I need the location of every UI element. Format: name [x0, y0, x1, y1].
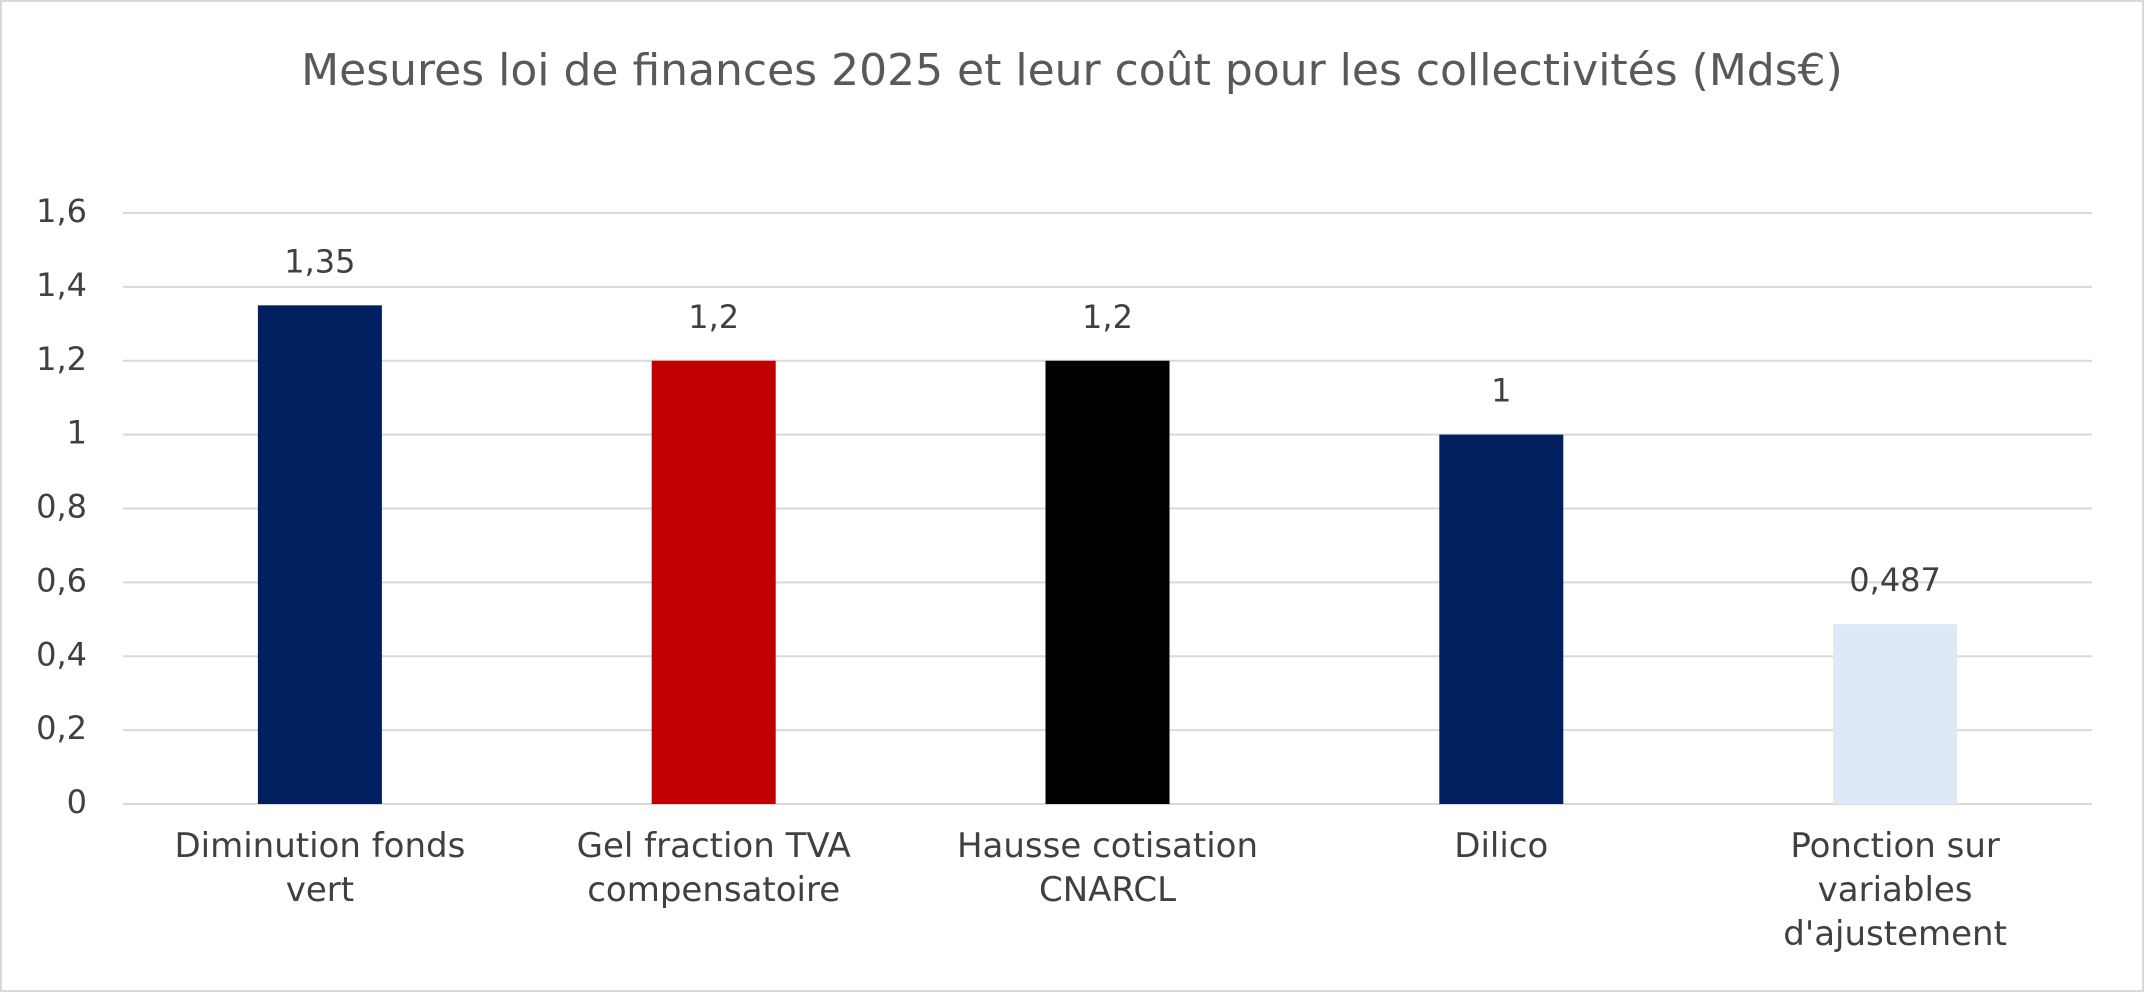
- bar: [1833, 624, 1958, 804]
- y-tick-label: 0,2: [36, 709, 87, 747]
- bar: [1439, 434, 1564, 804]
- data-label: 0,487: [1849, 561, 1941, 599]
- y-tick-label: 0,6: [36, 561, 87, 599]
- y-tick-label: 0,4: [36, 635, 87, 673]
- data-label: 1: [1491, 372, 1511, 410]
- y-tick-label: 0,8: [36, 488, 87, 526]
- y-tick-label: 1,4: [36, 266, 87, 304]
- y-tick-label: 1: [67, 414, 87, 452]
- x-tick-label: Diminution fonds vert: [174, 826, 466, 910]
- y-tick-label: 0: [67, 783, 87, 821]
- y-tick-label: 1,2: [36, 340, 87, 378]
- y-tick-label: 1,6: [36, 192, 87, 230]
- x-tick-label: Gel fraction TVA compensatoire: [576, 826, 851, 910]
- data-label: 1,2: [1082, 298, 1133, 336]
- x-tick-label: Hausse cotisation CNARCL: [956, 826, 1259, 910]
- x-tick-label: Ponction sur variables d'ajustement: [1783, 826, 2007, 954]
- bar: [257, 305, 382, 804]
- data-label: 1,2: [688, 298, 739, 336]
- bar: [1045, 360, 1170, 804]
- bar: [651, 360, 776, 804]
- data-label: 1,35: [284, 242, 355, 280]
- x-tick-label: Dilico: [1454, 826, 1549, 866]
- chart-title: Mesures loi de finances 2025 et leur coû…: [301, 45, 1843, 96]
